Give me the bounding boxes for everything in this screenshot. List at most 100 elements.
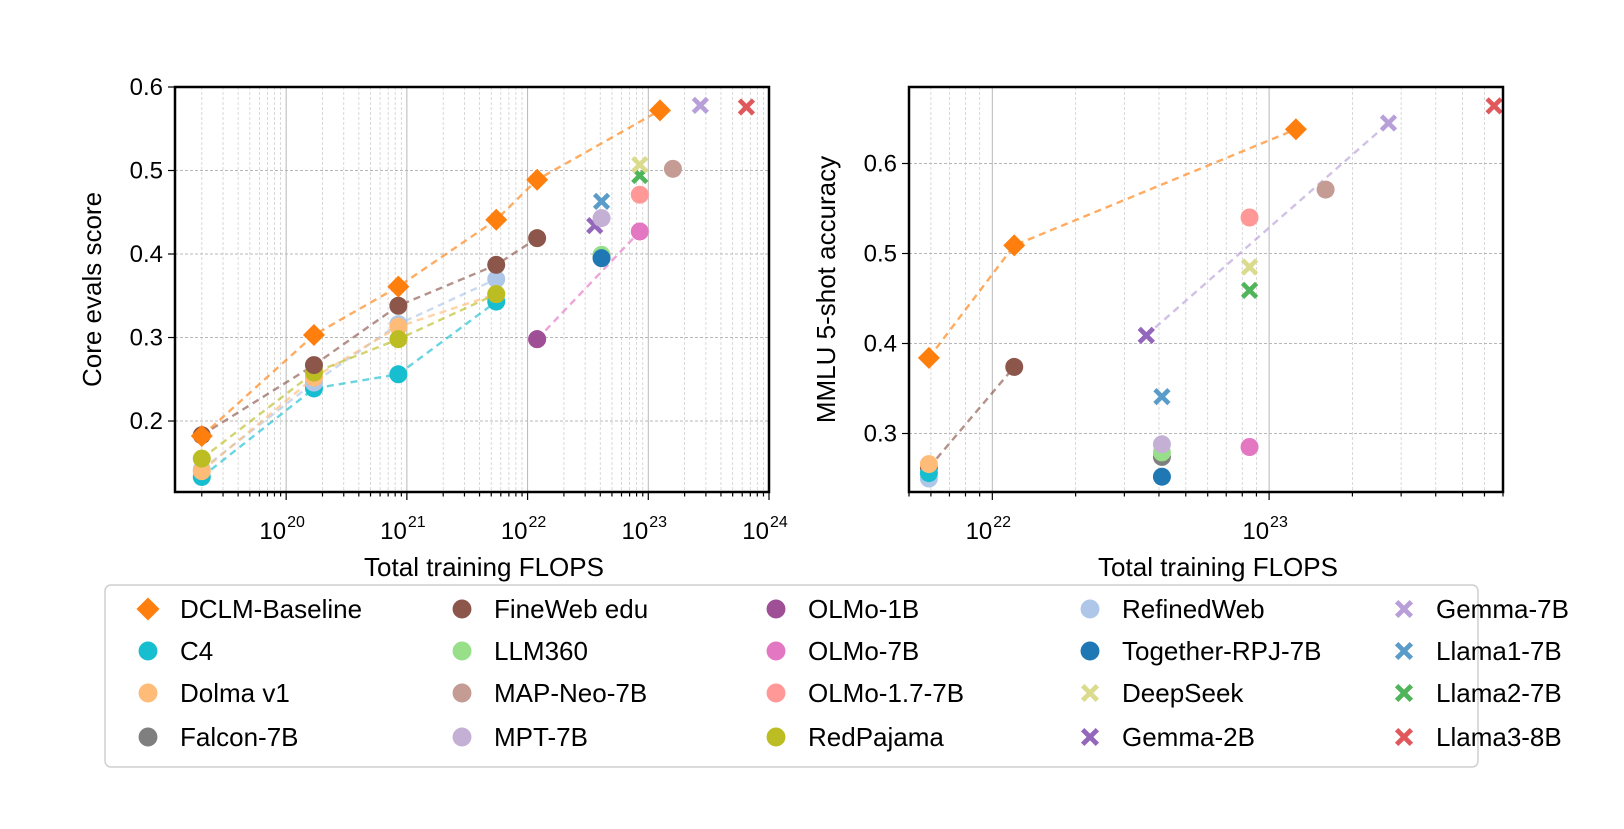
- x-tick-label: 1021: [380, 514, 426, 545]
- x-icon: [1394, 599, 1414, 619]
- point-gemma-7b: [691, 96, 709, 114]
- legend-label: OLMo-1B: [808, 594, 919, 624]
- x-tick-base: 10: [501, 518, 528, 545]
- series-lines: [200, 109, 661, 478]
- x-tick-label: 1023: [622, 514, 668, 545]
- circle-icon: [138, 641, 158, 661]
- x-tick-base: 10: [966, 518, 993, 545]
- point-dclm-baseline: [387, 275, 410, 298]
- circle-icon: [138, 727, 158, 747]
- point-deepseek: [631, 156, 649, 174]
- x-icon: [1394, 727, 1414, 747]
- point-llama1-7b-stroke: [1153, 387, 1171, 406]
- point-fineweb-edu: [304, 356, 323, 375]
- y-tick-label: 0.6: [864, 151, 897, 178]
- circle-icon: [1080, 599, 1100, 619]
- y-tick-label: 0.2: [130, 408, 163, 435]
- circle-icon: [452, 599, 472, 619]
- diamond-icon: [136, 597, 160, 621]
- x-icon: [1080, 727, 1100, 747]
- point-gemma-2b: [1137, 326, 1155, 345]
- point-llama1-7b: [592, 192, 611, 211]
- series-line-c4: [201, 300, 497, 478]
- x-icon-stroke: [1394, 641, 1414, 661]
- point-fineweb-edu: [389, 296, 408, 315]
- series-lines: [927, 122, 1390, 469]
- series-line-olmo-7b: [536, 230, 641, 341]
- point-map-neo-7b: [1316, 180, 1335, 199]
- series-line-fineweb-edu: [927, 366, 1016, 469]
- y-tick-label: 0.3: [864, 421, 897, 448]
- circle-icon: [766, 641, 786, 661]
- x-axis-label: Total training FLOPS: [1098, 552, 1338, 582]
- x-tick-base: 10: [1242, 518, 1269, 545]
- x-tick-base: 10: [380, 518, 407, 545]
- legend-label: MPT-7B: [494, 722, 588, 752]
- x-tick-label: 1023: [1242, 514, 1288, 545]
- data-points: [917, 97, 1503, 488]
- point-olmo-1-7-7b: [630, 185, 649, 204]
- legend-label: Together-RPJ-7B: [1122, 636, 1321, 666]
- legend-label: Dolma v1: [180, 678, 290, 708]
- point-llama3-8b-stroke: [1485, 97, 1503, 115]
- point-fineweb-edu: [1005, 357, 1024, 376]
- x-tick-base: 10: [259, 518, 286, 545]
- legend-label: Gemma-7B: [1436, 594, 1569, 624]
- x-icon-stroke: [1080, 683, 1100, 703]
- point-llama2-7b-stroke: [1240, 281, 1259, 300]
- point-gemma-7b: [1379, 114, 1398, 132]
- series-line-redpajama: [201, 293, 497, 460]
- point-redpajama: [487, 285, 506, 304]
- x-icon-stroke: [1394, 599, 1414, 619]
- point-redpajama: [192, 449, 211, 468]
- legend-label: RedPajama: [808, 722, 944, 752]
- point-fineweb-edu: [487, 255, 506, 274]
- legend-label: Llama3-8B: [1436, 722, 1562, 752]
- legend-label: Llama1-7B: [1436, 636, 1562, 666]
- point-c4: [389, 365, 408, 384]
- y-tick-label: 0.4: [864, 331, 897, 358]
- x-tick-exponent: 20: [287, 514, 305, 531]
- legend-box: [104, 584, 1479, 768]
- x-tick-label: 1022: [501, 514, 547, 545]
- legend-label: DCLM-Baseline: [180, 594, 362, 624]
- axes-frame: [173, 85, 771, 494]
- point-dclm-baseline: [917, 346, 940, 369]
- x-tick-exponent: 23: [1270, 514, 1288, 531]
- x-icon: [1394, 683, 1414, 703]
- point-llama1-7b-stroke: [592, 192, 611, 211]
- circle-icon: [452, 641, 472, 661]
- point-olmo-7b: [1240, 438, 1259, 456]
- point-dolma-v1: [389, 317, 408, 336]
- legend-label: C4: [180, 636, 213, 666]
- y-axis-label: Core evals score: [77, 192, 107, 387]
- y-axis-label: MMLU 5-shot accuracy: [811, 156, 841, 423]
- gridlines: [902, 87, 1504, 500]
- point-llama3-8b: [737, 98, 756, 116]
- circle-icon: [766, 683, 786, 703]
- series-line-gemma-7b: [1145, 122, 1390, 337]
- point-llama3-8b-stroke: [737, 98, 756, 116]
- x-tick-base: 10: [742, 518, 769, 545]
- point-gemma-7b-stroke: [1379, 114, 1398, 132]
- circle-icon: [766, 599, 786, 619]
- point-mpt-7b: [1152, 435, 1171, 454]
- data-points: [190, 96, 756, 486]
- point-deepseek: [1240, 258, 1259, 276]
- x-icon: [1394, 641, 1414, 661]
- point-olmo-1b: [528, 330, 547, 349]
- point-redpajama: [389, 330, 408, 349]
- circle-icon: [452, 727, 472, 747]
- gridlines: [168, 86, 770, 500]
- x-icon: [1080, 683, 1100, 703]
- point-llama2-7b: [1240, 281, 1259, 300]
- point-gemma-2b-stroke: [1137, 326, 1155, 345]
- point-deepseek-stroke: [1240, 258, 1259, 276]
- legend-label: RefinedWeb: [1122, 594, 1265, 624]
- x-tick-exponent: 22: [993, 514, 1011, 531]
- series-line-dolma-v1: [201, 292, 497, 473]
- point-deepseek-stroke: [631, 156, 649, 174]
